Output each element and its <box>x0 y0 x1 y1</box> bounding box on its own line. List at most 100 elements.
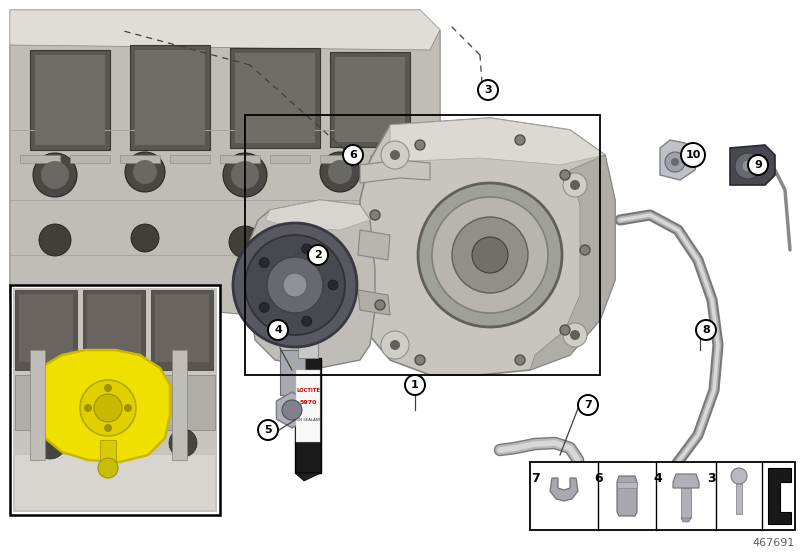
Circle shape <box>320 152 360 192</box>
Bar <box>15 290 77 370</box>
Bar <box>335 57 405 142</box>
Polygon shape <box>15 455 215 510</box>
Text: 4: 4 <box>274 325 282 335</box>
Bar <box>280 350 305 395</box>
Circle shape <box>258 420 278 440</box>
Text: GN SEALANT: GN SEALANT <box>295 418 321 422</box>
Bar <box>135 50 205 145</box>
Circle shape <box>478 80 498 100</box>
Circle shape <box>326 226 354 254</box>
Polygon shape <box>617 482 637 488</box>
Polygon shape <box>360 118 615 375</box>
Circle shape <box>560 170 570 180</box>
Polygon shape <box>530 155 615 370</box>
Bar <box>35 55 105 145</box>
Bar <box>70 155 110 163</box>
Circle shape <box>259 302 270 312</box>
Polygon shape <box>360 160 430 183</box>
Circle shape <box>472 237 508 273</box>
Bar <box>530 462 795 530</box>
Polygon shape <box>300 338 316 343</box>
Circle shape <box>104 424 112 432</box>
Circle shape <box>390 150 400 160</box>
Text: 7: 7 <box>584 400 592 410</box>
Polygon shape <box>295 473 321 481</box>
Circle shape <box>125 152 165 192</box>
Circle shape <box>41 161 69 189</box>
Bar <box>296 370 320 442</box>
Bar <box>151 290 213 370</box>
Polygon shape <box>358 290 390 315</box>
Text: 467691: 467691 <box>753 538 795 548</box>
Circle shape <box>415 140 425 150</box>
Bar <box>370 155 410 163</box>
Circle shape <box>432 197 548 313</box>
Bar <box>172 350 187 460</box>
Circle shape <box>233 223 357 347</box>
Circle shape <box>223 153 267 197</box>
Circle shape <box>671 158 679 166</box>
Circle shape <box>381 141 409 169</box>
Bar <box>87 294 141 362</box>
Circle shape <box>80 380 136 436</box>
Circle shape <box>390 340 400 350</box>
Text: 3: 3 <box>484 85 492 95</box>
Bar <box>30 350 45 460</box>
Bar <box>220 155 260 163</box>
Circle shape <box>268 320 288 340</box>
Bar <box>681 488 691 518</box>
Bar <box>330 52 410 147</box>
Bar <box>120 155 160 163</box>
Bar <box>20 155 60 163</box>
Polygon shape <box>660 140 698 180</box>
Circle shape <box>169 429 197 457</box>
Circle shape <box>343 145 363 165</box>
Bar <box>155 294 209 362</box>
Circle shape <box>283 273 307 297</box>
Polygon shape <box>10 10 440 60</box>
Polygon shape <box>730 145 775 185</box>
Circle shape <box>104 426 132 454</box>
Circle shape <box>302 244 312 254</box>
Bar <box>19 294 73 362</box>
Bar <box>100 440 116 468</box>
Circle shape <box>405 375 425 395</box>
Circle shape <box>34 427 66 459</box>
Circle shape <box>731 468 747 484</box>
Bar <box>298 343 318 358</box>
Circle shape <box>124 404 132 412</box>
Circle shape <box>563 323 587 347</box>
Polygon shape <box>10 30 440 320</box>
Circle shape <box>84 404 92 412</box>
Circle shape <box>131 224 159 252</box>
Polygon shape <box>768 468 791 524</box>
Circle shape <box>94 394 122 422</box>
Bar <box>245 115 600 375</box>
Polygon shape <box>390 118 605 165</box>
Circle shape <box>735 153 761 179</box>
Circle shape <box>515 355 525 365</box>
Text: 2: 2 <box>314 250 322 260</box>
Circle shape <box>308 245 328 265</box>
Polygon shape <box>617 476 637 516</box>
Text: LOCTITE: LOCTITE <box>296 388 320 393</box>
Polygon shape <box>10 10 440 320</box>
Bar <box>15 375 215 430</box>
Circle shape <box>229 226 261 258</box>
Circle shape <box>33 153 77 197</box>
Text: 7: 7 <box>532 472 540 484</box>
Circle shape <box>570 180 580 190</box>
Circle shape <box>665 152 685 172</box>
Text: 6: 6 <box>349 150 357 160</box>
Polygon shape <box>370 210 440 245</box>
Circle shape <box>381 331 409 359</box>
Bar <box>736 484 742 514</box>
Bar <box>320 155 360 163</box>
Text: 3: 3 <box>706 472 715 484</box>
Bar <box>10 285 220 515</box>
Bar <box>130 45 210 150</box>
Circle shape <box>267 257 323 313</box>
Text: 6: 6 <box>594 472 603 484</box>
Circle shape <box>328 280 338 290</box>
Circle shape <box>452 217 528 293</box>
